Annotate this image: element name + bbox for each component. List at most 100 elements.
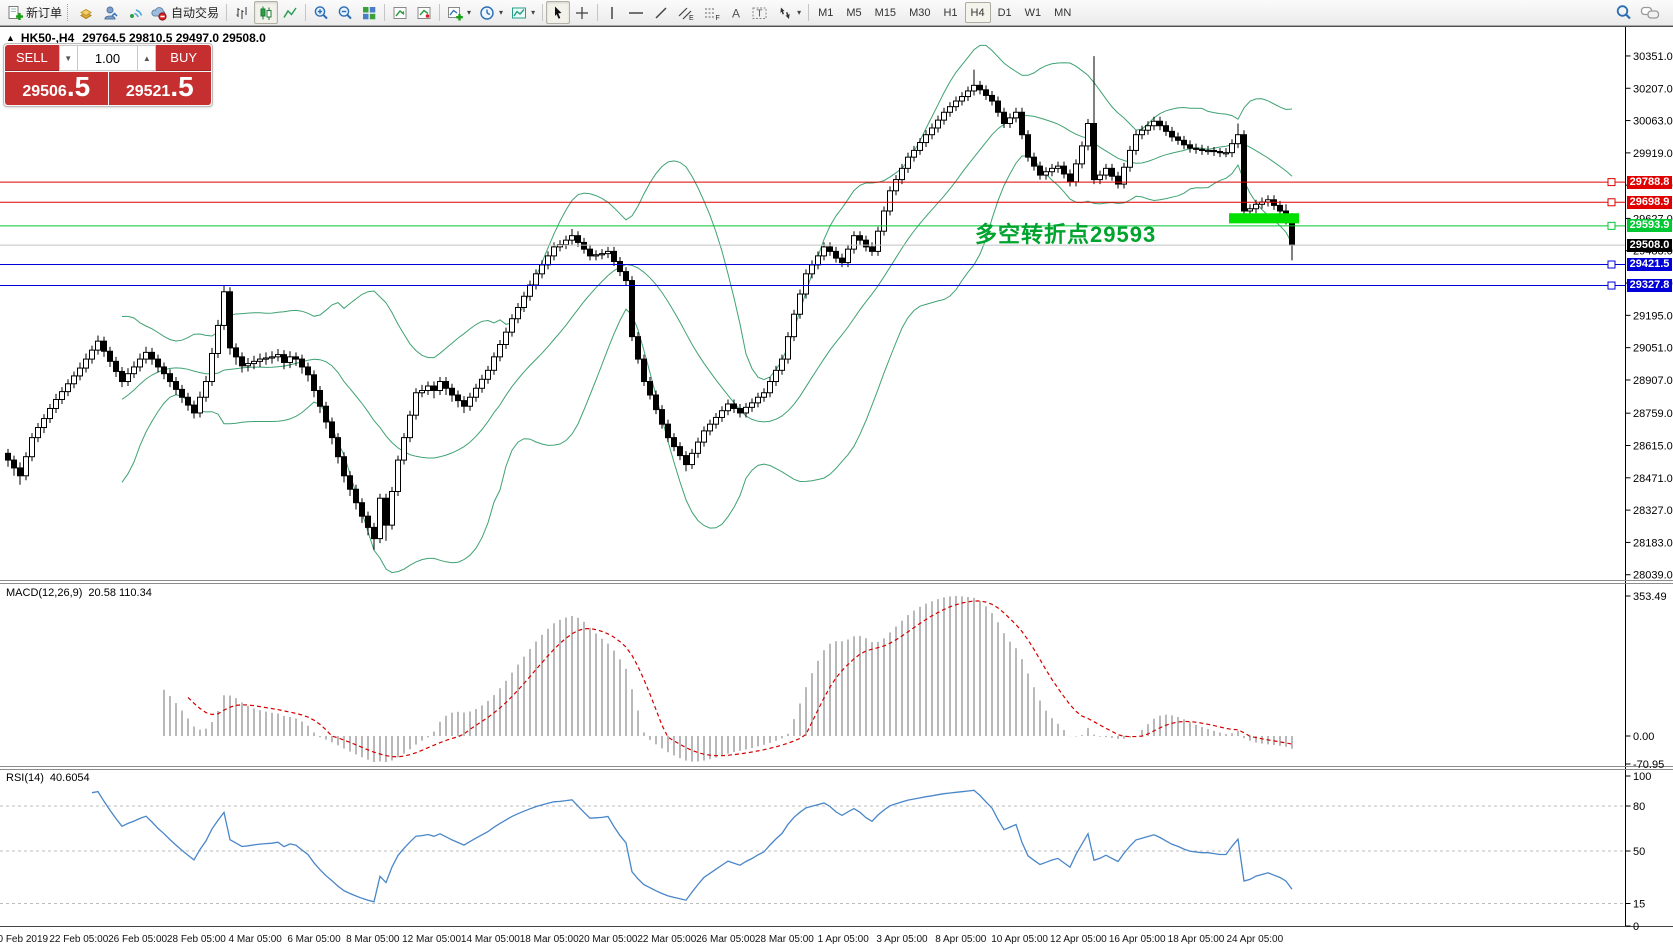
timeframe-M30[interactable]: M30	[909, 6, 931, 19]
sell-button[interactable]: SELL	[5, 45, 59, 71]
price-axis-tick: 30351.0	[1633, 51, 1673, 63]
time-axis-label: 8 Mar 05:00	[346, 934, 400, 945]
cursor-tool-button[interactable]	[546, 1, 571, 24]
periods-dropdown-arrow[interactable]: ▾	[499, 8, 504, 17]
time-axis-label: 3 Apr 05:00	[876, 934, 928, 945]
horizontal-line-icon	[629, 11, 644, 14]
templates-dropdown-arrow[interactable]: ▾	[531, 8, 536, 17]
timeframe-D1[interactable]: D1	[997, 6, 1012, 19]
market-depth-icon	[80, 8, 92, 19]
one-click-trading-panel: SELL ▼ 1.00 ▲ BUY 29506 .5 29521 .5	[3, 43, 213, 107]
time-axis-label: 20 Mar 05:00	[579, 934, 638, 945]
volume-increase-button[interactable]: ▲	[137, 45, 157, 71]
collapse-panel-icon[interactable]: ▲	[6, 33, 15, 43]
macd-values: 20.58 110.34	[88, 587, 152, 599]
tile-windows-button[interactable]	[357, 1, 381, 24]
rsi-name: RSI(14)	[6, 772, 44, 784]
text-label-icon: T	[752, 7, 767, 19]
equidistant-channel-tool-button[interactable]: E	[673, 1, 699, 24]
timeframe-W1[interactable]: W1	[1024, 6, 1042, 19]
volume-decrease-button[interactable]: ▼	[58, 45, 78, 71]
time-axis-label: 22 Mar 05:00	[637, 934, 696, 945]
arrows-dropdown-arrow[interactable]: ▾	[797, 8, 802, 17]
arrows-tool-button[interactable]: ▾	[773, 1, 805, 24]
autotrading-button[interactable]: 自动交易	[147, 1, 223, 24]
time-axis-label: 28 Feb 05:00	[167, 934, 226, 945]
chat-button[interactable]	[1636, 1, 1664, 24]
tile-windows-icon	[363, 6, 376, 19]
rsi-axis-tick: 0	[1633, 921, 1639, 933]
time-axis-label: 4 Mar 05:00	[229, 934, 283, 945]
candlesticks	[5, 56, 1295, 550]
periods-button[interactable]: ▾	[475, 1, 507, 24]
line-handle-marker[interactable]	[1607, 198, 1616, 207]
signal-button[interactable]	[123, 1, 147, 24]
line-handle-marker[interactable]	[1607, 260, 1616, 269]
price-level-flag: 29421.5	[1627, 258, 1672, 272]
horizontal-line-tool-button[interactable]	[623, 1, 649, 24]
sell-price-display[interactable]: 29506 .5	[5, 72, 108, 105]
show-period-separators-button[interactable]	[412, 1, 436, 24]
text-label-tool-button[interactable]: T	[747, 1, 773, 24]
profile-button[interactable]	[99, 1, 123, 24]
line-handle-marker[interactable]	[1607, 178, 1616, 187]
chart-annotation-text: 多空转折点29593	[975, 222, 1157, 247]
buy-price-fraction: .5	[170, 71, 194, 102]
time-axis-label: 24 Apr 05:00	[1226, 934, 1283, 945]
rsi-panel	[0, 789, 1626, 904]
candlestick-chart-button[interactable]	[254, 1, 279, 24]
clock-icon	[480, 5, 494, 20]
svg-text:T: T	[757, 8, 763, 19]
zoom-out-icon	[338, 5, 352, 19]
price-axis-tick: 28039.0	[1633, 570, 1673, 582]
trendline-tool-button[interactable]	[649, 1, 673, 24]
text-icon: A	[732, 6, 740, 20]
svg-text:F: F	[716, 15, 720, 21]
highlight-green-bar[interactable]	[1229, 213, 1299, 224]
zoom-out-button[interactable]	[333, 1, 357, 24]
text-tool-button[interactable]: A	[725, 1, 747, 24]
buy-button[interactable]: BUY	[156, 45, 212, 71]
zoom-in-button[interactable]	[309, 1, 333, 24]
price-axis-tick: 29919.0	[1633, 148, 1673, 160]
rsi-label: RSI(14) 40.6054	[6, 772, 90, 784]
volume-input[interactable]: 1.00	[77, 45, 138, 71]
price-axis-tick: 28907.0	[1633, 375, 1673, 387]
toolbar-separator	[808, 4, 810, 21]
current-price-flag: 29508.0	[1627, 238, 1672, 252]
templates-button[interactable]: ▾	[507, 1, 539, 24]
candlestick-chart-icon	[260, 6, 272, 20]
line-chart-icon	[283, 7, 297, 18]
bar-chart-button[interactable]	[230, 1, 254, 24]
crosshair-tool-button[interactable]	[570, 1, 594, 24]
timeframe-M15[interactable]: M15	[874, 6, 897, 19]
vertical-line-tool-button[interactable]	[601, 1, 623, 24]
time-axis-label: 22 Feb 05:00	[49, 934, 108, 945]
time-axis-label: 16 Apr 05:00	[1109, 934, 1166, 945]
line-handle-marker[interactable]	[1607, 281, 1616, 290]
add-indicator-dropdown-arrow[interactable]: ▾	[467, 8, 472, 17]
macd-signal-line	[187, 600, 1293, 758]
fibonacci-tool-button[interactable]: F	[699, 1, 725, 24]
buy-price-display[interactable]: 29521 .5	[108, 71, 211, 105]
timeframe-H4[interactable]: H4	[964, 2, 991, 23]
chart-canvas[interactable]: 30351.030207.030063.029919.029775.029627…	[0, 27, 1673, 950]
show-indicator-window-button[interactable]	[388, 1, 412, 24]
chart-ohlc-values: 29764.5 29810.5 29497.0 29508.0	[82, 31, 266, 45]
line-chart-button[interactable]	[278, 1, 302, 24]
line-handle-marker[interactable]	[1607, 221, 1616, 230]
macd-name: MACD(12,26,9)	[6, 587, 83, 599]
price-axis-tick: 28327.0	[1633, 505, 1673, 517]
price-axis-tick: 30207.0	[1633, 83, 1673, 95]
timeframe-M5[interactable]: M5	[846, 6, 862, 19]
bar-chart-icon	[236, 6, 247, 19]
rsi-value: 40.6054	[49, 772, 90, 784]
market-depth-button[interactable]	[75, 1, 99, 24]
timeframe-M1[interactable]: M1	[818, 6, 834, 19]
svg-text:E: E	[689, 15, 694, 21]
timeframe-H1[interactable]: H1	[943, 6, 958, 19]
search-button[interactable]	[1611, 1, 1636, 24]
new-order-button[interactable]: 新订单	[3, 1, 66, 24]
timeframe-MN[interactable]: MN	[1054, 6, 1072, 19]
add-indicator-button[interactable]: ▾	[443, 1, 475, 24]
